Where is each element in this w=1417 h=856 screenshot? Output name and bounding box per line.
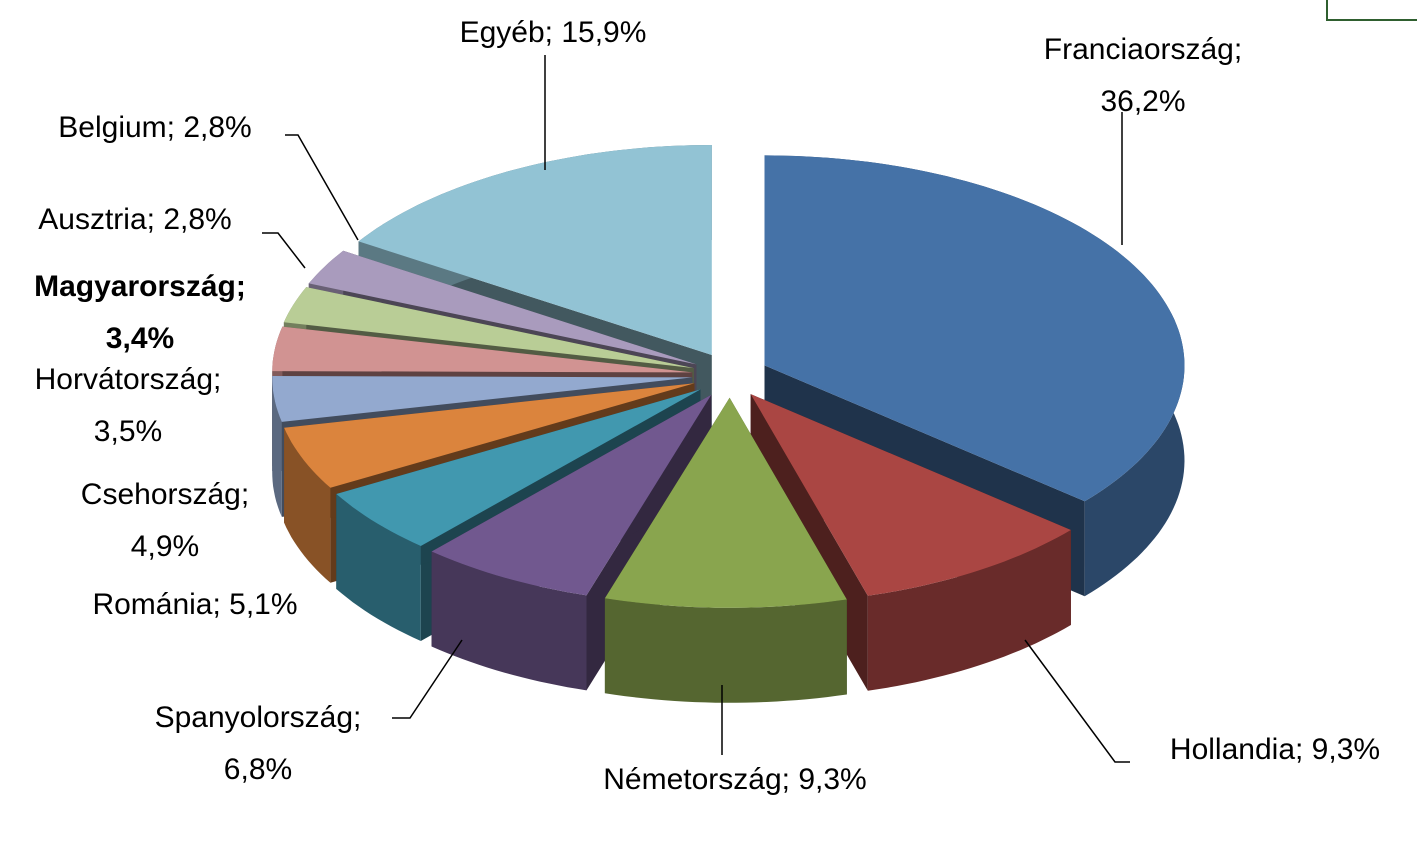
- data-label: Belgium; 2,8%: [58, 111, 252, 144]
- slice: [358, 145, 712, 355]
- data-label: Ausztria; 2,8%: [38, 203, 232, 236]
- slice: [272, 376, 693, 422]
- data-label: Spanyolország; 6,8%: [154, 701, 362, 786]
- slice-wall: [604, 598, 847, 703]
- leader-line: [392, 639, 463, 719]
- slice: [272, 326, 693, 373]
- slice-wall: [272, 376, 282, 517]
- slice: [750, 394, 1071, 596]
- slice-wall: [867, 530, 1071, 691]
- slice: [308, 250, 697, 365]
- data-label: Horvátország; 3,5%: [34, 363, 222, 448]
- data-label: Hollandia; 9,3%: [1169, 733, 1381, 766]
- leader-line: [262, 232, 306, 269]
- slice: [764, 155, 1185, 502]
- slice-wall: [284, 427, 331, 583]
- slice: [336, 389, 701, 546]
- data-label: Franciaország; 36,2%: [1043, 33, 1243, 118]
- data-label: Egyéb; 15,9%: [459, 16, 647, 49]
- slice: [431, 394, 712, 596]
- slice: [604, 397, 847, 608]
- slice-wall: [431, 551, 587, 691]
- slice: [284, 383, 695, 488]
- leader-line: [1024, 639, 1130, 763]
- data-label: Románia; 5,1%: [92, 588, 298, 621]
- data-label: Magyarország; 3,4%: [34, 270, 246, 355]
- data-label: Németország; 9,3%: [603, 763, 867, 796]
- slice: [283, 287, 694, 369]
- leader-line: [285, 134, 359, 241]
- corner-box: [1326, 0, 1417, 21]
- data-label: Csehország; 4,9%: [80, 478, 250, 563]
- slice-wall: [336, 494, 421, 641]
